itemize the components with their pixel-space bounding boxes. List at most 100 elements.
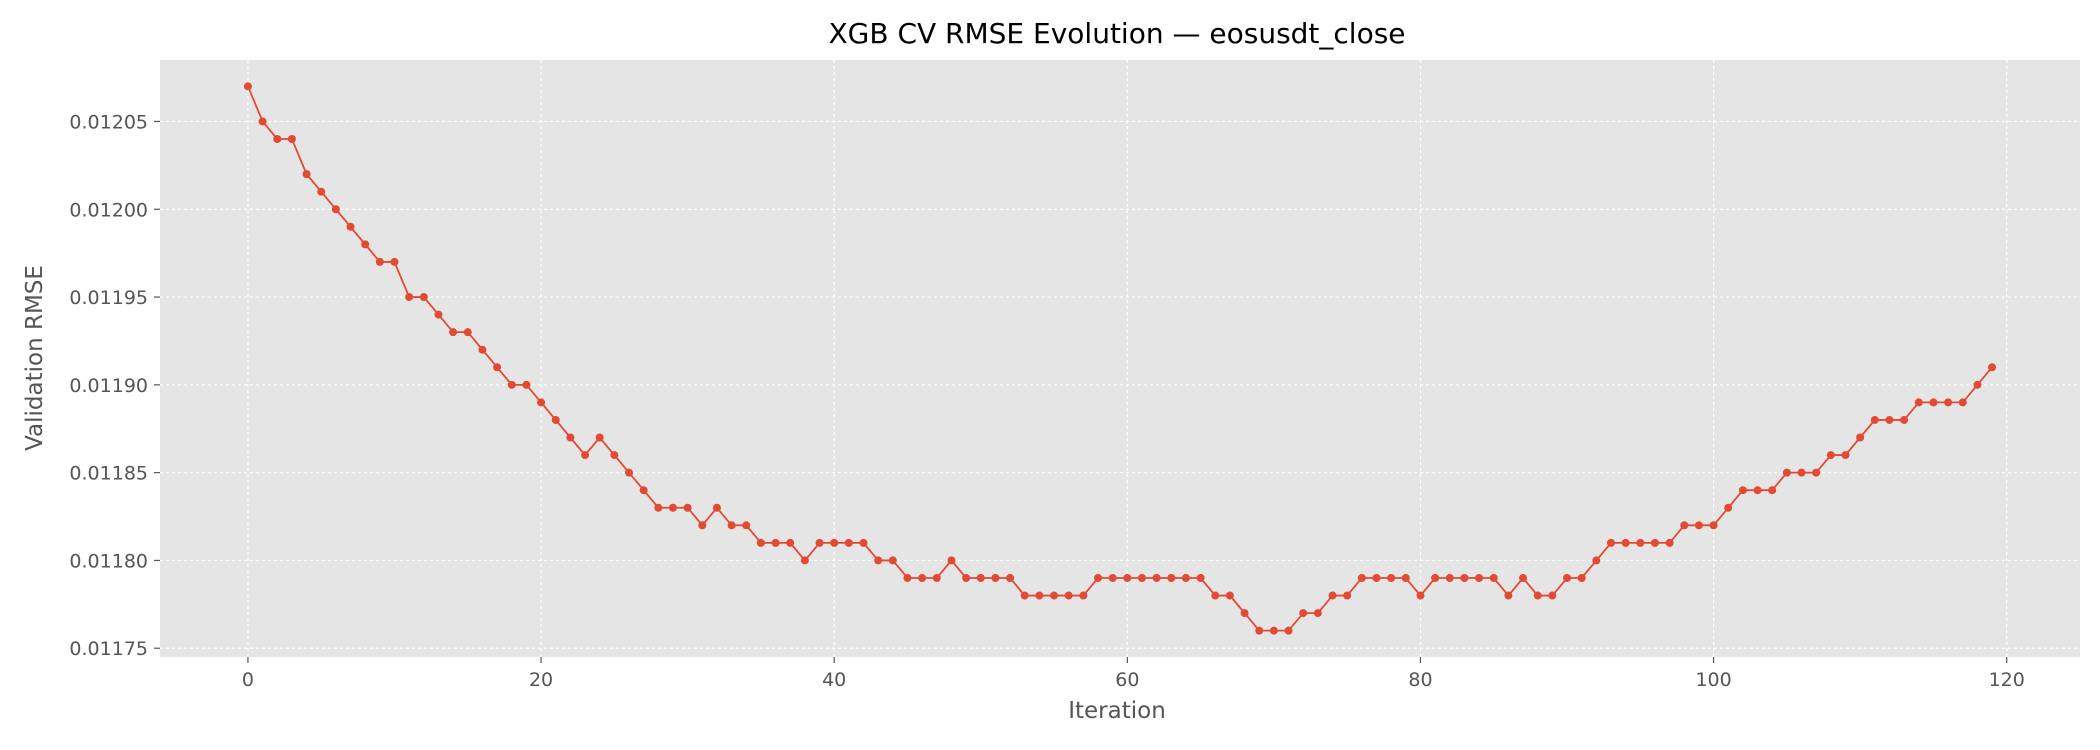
data-point <box>1299 609 1308 618</box>
data-point <box>771 538 780 547</box>
chart-title: XGB CV RMSE Evolution — eosusdt_close <box>828 17 1405 50</box>
data-point <box>1900 415 1909 424</box>
data-point <box>1533 591 1542 600</box>
data-point <box>1050 591 1059 600</box>
data-point <box>302 170 311 179</box>
data-point <box>1636 538 1645 547</box>
data-point <box>1489 573 1498 582</box>
data-point <box>1504 591 1513 600</box>
data-point <box>1914 398 1923 407</box>
data-point <box>581 451 590 460</box>
y-tick-label: 0.01180 <box>69 550 148 572</box>
data-point <box>1460 573 1469 582</box>
data-point <box>1577 573 1586 582</box>
y-tick-label: 0.01200 <box>69 199 148 221</box>
data-point <box>1269 626 1278 635</box>
y-tick-label: 0.01185 <box>69 463 148 485</box>
data-point <box>1211 591 1220 600</box>
data-point <box>1606 538 1615 547</box>
data-point <box>1958 398 1967 407</box>
data-point <box>668 503 677 512</box>
data-point <box>405 293 414 302</box>
data-point <box>551 415 560 424</box>
y-axis-label: Validation RMSE <box>22 265 48 451</box>
data-point <box>1826 451 1835 460</box>
data-point <box>1694 521 1703 530</box>
data-point <box>449 328 458 337</box>
data-point <box>287 135 296 144</box>
x-tick-label: 40 <box>822 669 846 691</box>
data-point <box>1563 573 1572 582</box>
data-point <box>1782 468 1791 477</box>
data-point <box>1797 468 1806 477</box>
data-point <box>1343 591 1352 600</box>
y-tick-label: 0.01175 <box>69 638 148 660</box>
data-point <box>903 573 912 582</box>
data-point <box>683 503 692 512</box>
x-tick-label: 0 <box>242 669 254 691</box>
data-point <box>1255 626 1264 635</box>
data-point <box>786 538 795 547</box>
data-point <box>1519 573 1528 582</box>
data-point <box>1401 573 1410 582</box>
data-point <box>1372 573 1381 582</box>
data-point <box>727 521 736 530</box>
data-point <box>830 538 839 547</box>
data-point <box>1680 521 1689 530</box>
data-point <box>1108 573 1117 582</box>
data-point <box>800 556 809 565</box>
data-point <box>1768 486 1777 495</box>
data-point <box>918 573 927 582</box>
data-point <box>346 222 355 231</box>
data-point <box>654 503 663 512</box>
data-point <box>888 556 897 565</box>
axis-ticks: 0 20 40 60 80 100 120 0.01175 0.01180 0.01185 0.01… <box>69 111 2024 691</box>
x-tick-label: 60 <box>1115 669 1139 691</box>
data-point <box>1006 573 1015 582</box>
data-point <box>537 398 546 407</box>
data-point <box>639 486 648 495</box>
data-point <box>932 573 941 582</box>
data-point <box>1944 398 1953 407</box>
data-point <box>1724 503 1733 512</box>
data-point <box>317 187 326 196</box>
data-point <box>844 538 853 547</box>
x-axis-label: Iteration <box>1068 698 1166 724</box>
data-point <box>1328 591 1337 600</box>
data-point <box>1387 573 1396 582</box>
data-point <box>361 240 370 249</box>
data-point <box>1988 363 1997 372</box>
data-point <box>742 521 751 530</box>
data-point <box>1650 538 1659 547</box>
data-point <box>273 135 282 144</box>
data-point <box>1445 573 1454 582</box>
data-point <box>1196 573 1205 582</box>
data-point <box>258 117 267 126</box>
grid-lines <box>160 60 2080 657</box>
data-point <box>698 521 707 530</box>
y-tick-label: 0.01205 <box>69 111 148 133</box>
data-point <box>1812 468 1821 477</box>
data-point <box>625 468 634 477</box>
data-point <box>390 257 399 266</box>
data-point <box>507 380 516 389</box>
data-point <box>859 538 868 547</box>
x-tick-label: 80 <box>1408 669 1432 691</box>
data-point <box>1240 609 1249 618</box>
series-layer <box>243 82 1997 635</box>
data-point <box>1621 538 1630 547</box>
data-point <box>1094 573 1103 582</box>
data-point <box>1152 573 1161 582</box>
data-point <box>419 293 428 302</box>
data-point <box>331 205 340 214</box>
data-point <box>1475 573 1484 582</box>
x-tick-label: 100 <box>1695 669 1731 691</box>
data-point <box>1431 573 1440 582</box>
data-point <box>434 310 443 319</box>
data-point <box>243 82 252 91</box>
data-point <box>478 345 487 354</box>
data-point <box>1929 398 1938 407</box>
data-point <box>1357 573 1366 582</box>
data-point <box>991 573 1000 582</box>
